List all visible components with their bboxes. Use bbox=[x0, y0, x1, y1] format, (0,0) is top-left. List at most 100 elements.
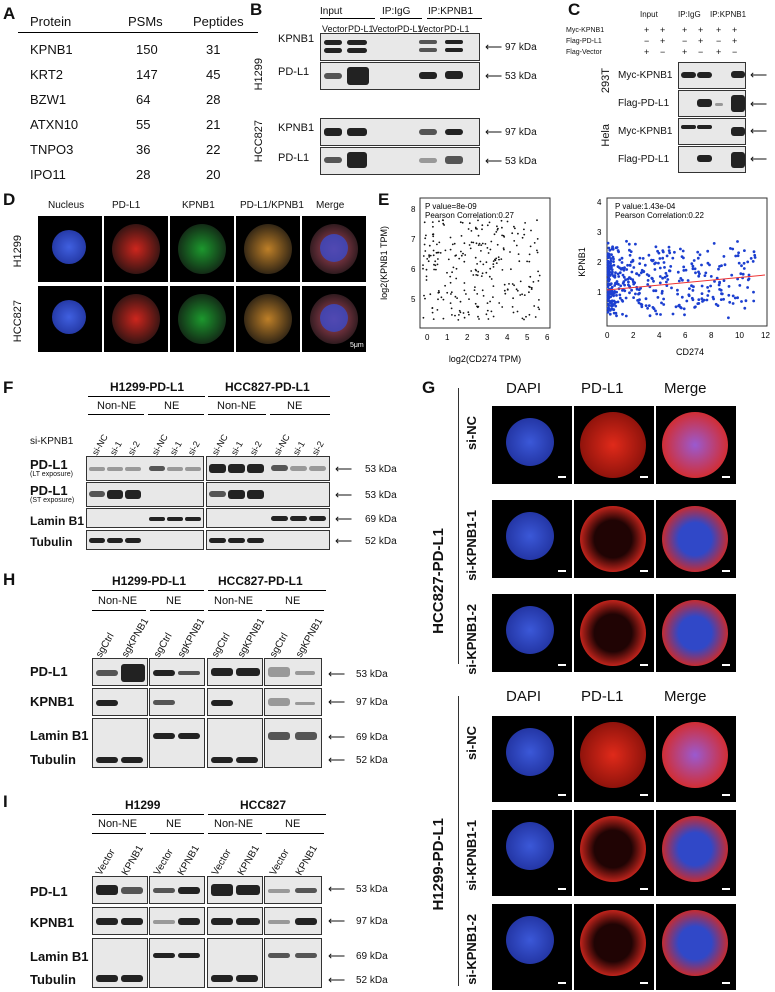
x-tick-label: 4 bbox=[657, 331, 662, 340]
scatter-point bbox=[606, 290, 610, 293]
lane-label: sgCtrl bbox=[94, 631, 117, 660]
scatter-point bbox=[644, 297, 648, 301]
scatter-point bbox=[700, 297, 704, 301]
scatter-point bbox=[668, 269, 671, 273]
scatter-point bbox=[650, 258, 653, 262]
table-cell: 64 bbox=[136, 92, 151, 107]
lane-label: KPNB1 bbox=[120, 843, 146, 878]
g-col-label: DAPI bbox=[506, 380, 542, 397]
scatter-point bbox=[698, 253, 702, 257]
sign: − bbox=[644, 36, 650, 46]
scatter-point bbox=[634, 292, 637, 296]
scatter-point bbox=[606, 259, 610, 263]
scatter-point bbox=[696, 250, 700, 254]
scatter-point bbox=[708, 263, 711, 267]
scatter-point bbox=[486, 247, 489, 249]
table-cell: IPO11 bbox=[30, 167, 66, 182]
scatter-point bbox=[433, 268, 435, 271]
d-col-5: Merge bbox=[316, 200, 345, 211]
scatter-point bbox=[498, 302, 501, 304]
sign: − bbox=[682, 36, 688, 46]
scatter-point bbox=[530, 288, 533, 290]
scatter-point bbox=[646, 279, 650, 282]
scatter-point bbox=[434, 264, 437, 267]
scatter-point bbox=[618, 271, 622, 275]
scatter-point bbox=[444, 249, 447, 252]
scatter-point bbox=[654, 289, 658, 293]
scatter-point bbox=[469, 247, 472, 250]
lane-label: sgKPNB1 bbox=[120, 616, 152, 660]
scatter-point bbox=[423, 243, 426, 246]
scatter-point bbox=[679, 247, 682, 251]
scatter-point bbox=[442, 222, 445, 225]
scatter-point bbox=[624, 278, 627, 282]
x-tick-label: 12 bbox=[761, 331, 770, 340]
scatter-point bbox=[435, 268, 437, 271]
scatter-point bbox=[616, 249, 620, 252]
micrograph bbox=[656, 500, 736, 578]
scatter-point bbox=[615, 314, 618, 318]
scatter-point bbox=[523, 318, 525, 321]
scatter-point bbox=[734, 254, 738, 258]
scatter-point bbox=[425, 234, 427, 237]
i-row-3: Lamin B1 bbox=[30, 949, 89, 964]
g-row-label: si-KPNB1-1 bbox=[464, 820, 479, 891]
scatter-point bbox=[637, 301, 641, 305]
i-kda-2: 97 kDa bbox=[356, 916, 388, 927]
scatter-point bbox=[511, 283, 514, 285]
x-tick-label: 3 bbox=[485, 333, 490, 342]
table-cell: KPNB1 bbox=[30, 42, 73, 57]
scatter-point bbox=[621, 273, 625, 277]
scatter-point bbox=[610, 253, 613, 256]
lane-label: sgKPNB1 bbox=[294, 616, 326, 660]
scatter-point bbox=[630, 288, 633, 292]
scatter-point bbox=[736, 277, 739, 281]
micrograph bbox=[104, 216, 168, 282]
scatter-point bbox=[432, 249, 435, 252]
scatter-point bbox=[528, 313, 531, 316]
i-kda-3: 69 kDa bbox=[356, 951, 388, 962]
scatter-point bbox=[513, 284, 515, 287]
scatter-point bbox=[609, 257, 613, 260]
scatter-point bbox=[492, 266, 495, 268]
scatter-point bbox=[638, 262, 642, 265]
sign: + bbox=[644, 47, 650, 57]
kda-b-1: 97 kDa bbox=[505, 42, 537, 53]
scatter-point bbox=[638, 256, 642, 260]
d-col-2: PD-L1 bbox=[112, 200, 141, 211]
lane-label: sgCtrl bbox=[268, 631, 291, 660]
blot-b-4 bbox=[320, 147, 480, 175]
scatter-point bbox=[488, 221, 491, 224]
e-left-xlabel: log2(CD274 TPM) bbox=[449, 354, 521, 364]
micrograph bbox=[574, 594, 654, 672]
scatter-point bbox=[515, 244, 518, 247]
scatter-point bbox=[530, 286, 533, 289]
scatter-point bbox=[614, 282, 618, 285]
lane-label: si-1 bbox=[168, 439, 184, 457]
scatter-point bbox=[612, 275, 616, 278]
scatter-point bbox=[628, 285, 631, 288]
scatter-point bbox=[606, 292, 610, 296]
c-cell-293t: 293T bbox=[600, 68, 612, 94]
scatter-point bbox=[641, 257, 645, 260]
scatter-point bbox=[665, 254, 669, 258]
lane-label: si-1 bbox=[291, 439, 307, 457]
scatter-point bbox=[628, 264, 632, 267]
scatter-point bbox=[463, 282, 466, 284]
scatter-point bbox=[431, 311, 434, 314]
y-tick-label: 6 bbox=[411, 265, 416, 274]
scatter-point bbox=[479, 260, 482, 263]
scatter-point bbox=[442, 317, 445, 320]
scatter-point bbox=[635, 272, 639, 276]
scatter-point bbox=[612, 294, 615, 298]
table-cell: 22 bbox=[206, 142, 221, 157]
scatter-point bbox=[615, 280, 619, 283]
scatter-point bbox=[458, 309, 461, 312]
panel-label-f: F bbox=[3, 378, 14, 397]
scatter-point bbox=[506, 288, 509, 291]
scatter-point bbox=[532, 281, 535, 283]
scatter-point bbox=[608, 273, 612, 277]
scatter-point bbox=[616, 265, 620, 268]
scatter-point bbox=[523, 294, 526, 296]
c-cell-hela: Hela bbox=[600, 124, 612, 147]
